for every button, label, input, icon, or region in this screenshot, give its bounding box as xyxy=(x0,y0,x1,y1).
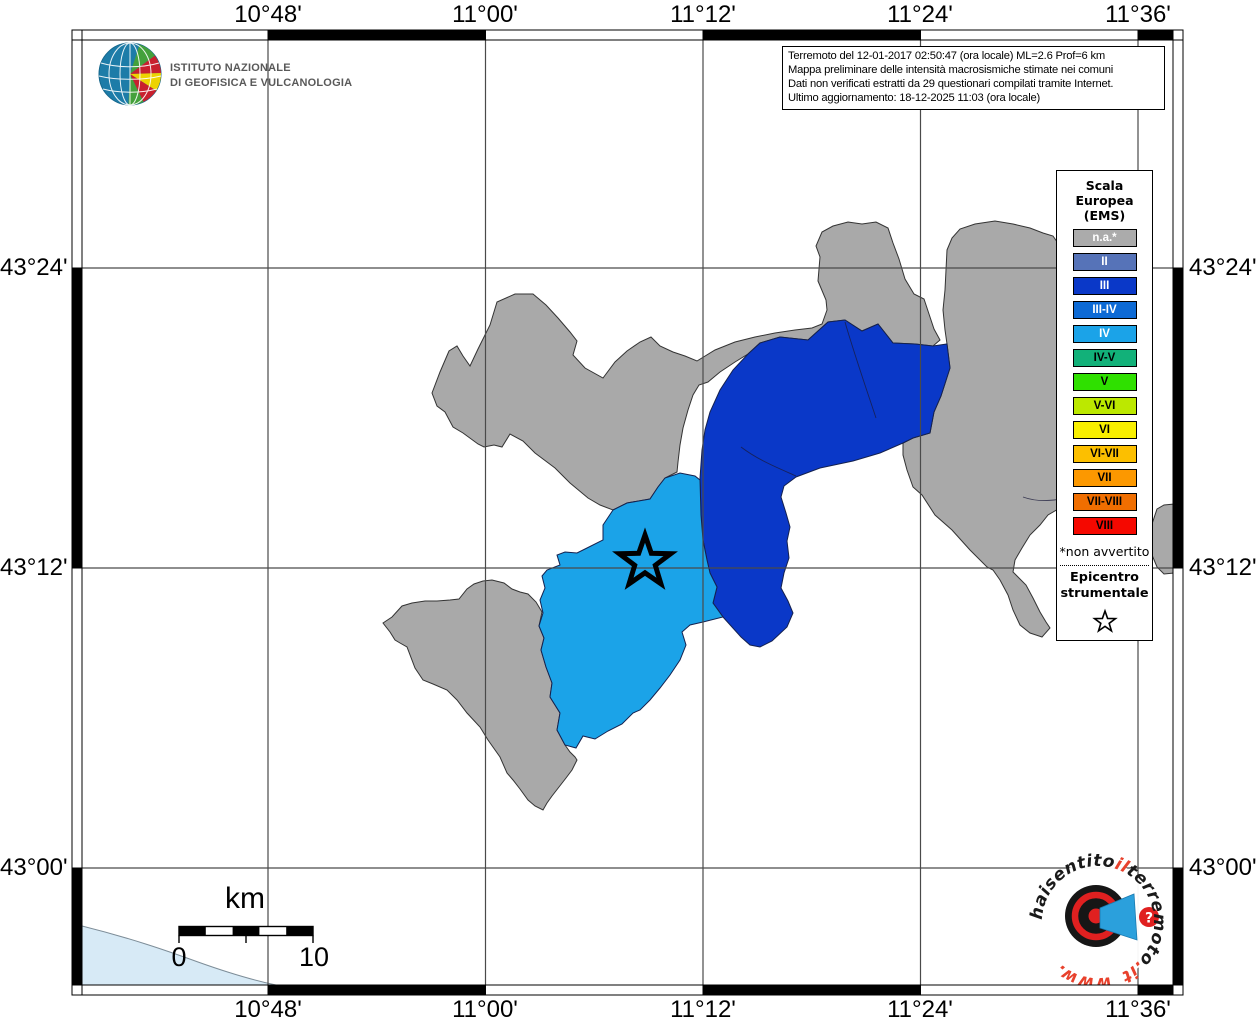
legend-star-icon xyxy=(1091,608,1118,633)
event-info-line4: Ultimo aggiornamento: 18-12-2025 11:03 (… xyxy=(788,91,1041,104)
legend-chip-vii: VII xyxy=(1072,469,1137,487)
legend-chip-iv-v: IV-V xyxy=(1072,349,1137,367)
legend-footnote: *non avvertito xyxy=(1059,544,1150,559)
axis-top-5: 11°36' xyxy=(1105,1,1171,28)
region-na-southwest xyxy=(382,579,578,811)
question-mark: ? xyxy=(1145,911,1153,927)
ingv-line2: DI GEOFISICA E VULCANOLOGIA xyxy=(170,76,353,89)
legend-chip-iii-iv: III-IV xyxy=(1072,301,1137,319)
legend-chip-na: n.a.* xyxy=(1072,229,1137,247)
megaphone-icon xyxy=(1099,893,1138,941)
event-info-line3: Dati non verificati estratti da 29 quest… xyxy=(788,77,1114,90)
legend-chip-v: V xyxy=(1072,373,1137,391)
legend-epicenter-line2: strumentale xyxy=(1060,586,1149,601)
legend-title-line1: Scala xyxy=(1085,178,1124,193)
region-intensity-iv xyxy=(538,472,724,749)
ingv-logo-icon xyxy=(98,42,162,106)
legend-divider xyxy=(1060,565,1149,566)
region-na-north xyxy=(431,221,941,511)
axis-bottom-4: 11°24' xyxy=(887,996,953,1023)
axis-bottom-1: 10°48' xyxy=(234,996,302,1023)
event-info-line2: Mappa preliminare delle intensità macros… xyxy=(788,63,1114,76)
axis-bottom-2: 11°00' xyxy=(452,996,518,1023)
axis-bottom-5: 11°36' xyxy=(1105,996,1171,1023)
axis-top-1: 10°48' xyxy=(234,1,302,28)
axis-top-3: 11°12' xyxy=(670,1,736,28)
scalebar-unit-label: km xyxy=(225,882,265,915)
legend-chip-iv: IV xyxy=(1072,325,1137,343)
scalebar-start-label: 0 xyxy=(171,942,187,972)
legend-chip-viii: VIII xyxy=(1072,517,1137,535)
axis-left-2: 43°12' xyxy=(0,554,68,581)
axis-top-4: 11°24' xyxy=(887,1,953,28)
legend-chip-ii: II xyxy=(1072,253,1137,271)
scale-bar xyxy=(178,925,314,943)
legend-chip-iii: III xyxy=(1072,277,1137,295)
legend-chip-vi-vii: VI-VII xyxy=(1072,445,1137,463)
event-info-line1: Terremoto del 12-01-2017 02:50:47 (ora l… xyxy=(788,50,1105,62)
legend-title-line3: (EMS) xyxy=(1083,208,1126,223)
event-info-box: Terremoto del 12-01-2017 02:50:47 (ora l… xyxy=(782,46,1165,110)
question-badge xyxy=(1139,907,1159,927)
ingv-line1: ISTITUTO NAZIONALE xyxy=(170,62,291,74)
legend-chip-vii-viii: VII-VIII xyxy=(1072,493,1137,511)
coastline xyxy=(82,925,277,985)
ingv-wordmark: ISTITUTO NAZIONALE DI GEOFISICA E VULCAN… xyxy=(170,61,352,90)
axis-right-1: 43°24' xyxy=(1189,254,1257,281)
legend-title-line2: Europea xyxy=(1075,193,1134,208)
haisentito-logo: ? haisentitoilterremoto.itwww. xyxy=(1027,851,1169,985)
axis-top-2: 11°00' xyxy=(452,1,518,28)
region-na-edge xyxy=(1149,503,1173,575)
map-frame xyxy=(71,29,1184,996)
legend-chip-vi: VI xyxy=(1072,421,1137,439)
scalebar-end-label: 10 xyxy=(298,942,330,972)
epicenter-star-icon xyxy=(612,527,678,590)
ems-legend: Scala Europea (EMS) n.a.* II III III-IV … xyxy=(1056,170,1153,641)
axis-left-1: 43°24' xyxy=(0,254,68,281)
axis-right-2: 43°12' xyxy=(1189,554,1257,581)
legend-chip-v-vi: V-VI xyxy=(1072,397,1137,415)
legend-epicenter-line1: Epicentro xyxy=(1070,570,1139,585)
axis-bottom-3: 11°12' xyxy=(670,996,736,1023)
axis-right-3: 43°00' xyxy=(1189,854,1257,881)
axis-left-3: 43°00' xyxy=(0,854,68,881)
